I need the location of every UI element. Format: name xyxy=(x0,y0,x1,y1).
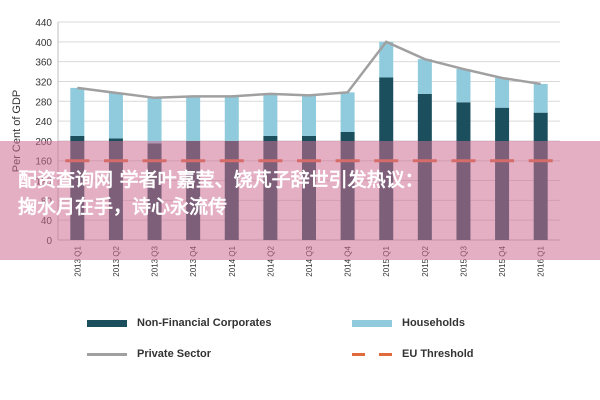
bar-households xyxy=(534,84,548,113)
bar-households xyxy=(456,69,470,102)
bar-households xyxy=(70,88,84,136)
bar-households xyxy=(148,98,162,144)
bar-households xyxy=(109,93,123,139)
bar-households xyxy=(302,95,316,136)
watermark-line-2: 掬水月在手，诗心永流传 xyxy=(18,194,600,221)
watermark-line-1: 配资查询网 学者叶嘉莹、饶芃子辞世引发热议： xyxy=(18,167,600,194)
series-line-private-sector xyxy=(77,42,540,98)
legend-swatch-households xyxy=(352,320,392,327)
legend-label: Non-Financial Corporates xyxy=(137,317,271,329)
y-tick-label: 240 xyxy=(35,117,52,128)
legend-label: EU Threshold xyxy=(402,348,474,360)
bar-households xyxy=(341,92,355,132)
bar-households xyxy=(186,96,200,141)
legend-swatch-private-sector xyxy=(87,353,127,356)
y-tick-label: 440 xyxy=(35,18,52,29)
bar-households xyxy=(225,96,239,141)
bar-households xyxy=(263,94,277,136)
bar-households xyxy=(495,78,509,108)
legend-item-eu-threshold: EU Threshold xyxy=(352,348,474,360)
legend-label: Households xyxy=(402,317,465,329)
legend-item-private-sector: Private Sector xyxy=(87,348,211,360)
watermark-banner: 配资查询网 学者叶嘉莹、饶芃子辞世引发热议： 掬水月在手，诗心永流传 xyxy=(0,141,600,260)
bar-households xyxy=(418,59,432,94)
legend-label: Private Sector xyxy=(137,348,211,360)
y-tick-label: 360 xyxy=(35,58,52,69)
legend-item-households: Households xyxy=(352,317,465,329)
legend-swatch-eu-threshold xyxy=(352,353,392,356)
legend-item-non-financial-corporates: Non-Financial Corporates xyxy=(87,317,271,329)
y-tick-label: 320 xyxy=(35,77,52,88)
y-tick-label: 400 xyxy=(35,38,52,49)
chart-legend: Non-Financial Corporates Households Priv… xyxy=(0,300,600,400)
legend-swatch-non-financial-corporates xyxy=(87,320,127,327)
y-tick-label: 280 xyxy=(35,97,52,108)
